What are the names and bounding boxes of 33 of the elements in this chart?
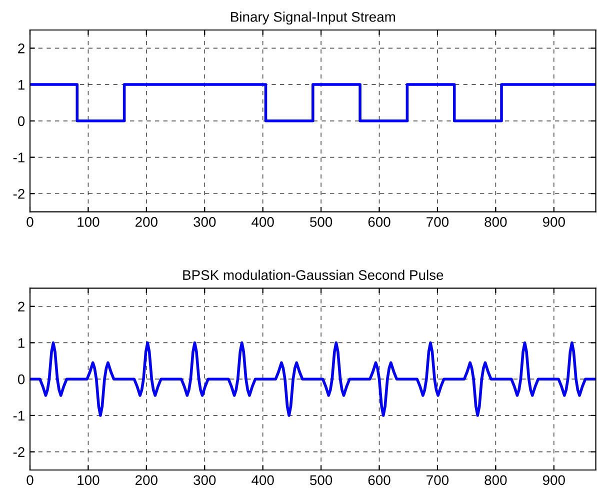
x-tick-label: 100 <box>78 217 100 227</box>
x-tick-label: 900 <box>542 217 565 227</box>
x-tick-label: 700 <box>426 475 449 486</box>
y-tick-label: 2 <box>18 302 24 312</box>
y-tick-label: -2 <box>13 447 24 457</box>
x-tick-label: 600 <box>368 475 390 486</box>
x-tick-label: 800 <box>484 475 507 486</box>
chart-title: Binary Signal-Input Stream <box>231 12 395 25</box>
y-tick-label: 1 <box>18 80 24 90</box>
y-tick-label: 1 <box>18 338 24 348</box>
x-tick-label: 900 <box>542 475 565 486</box>
x-tick-label: 200 <box>136 217 158 227</box>
x-tick-label: 100 <box>78 475 100 486</box>
x-tick-label: 800 <box>484 217 507 227</box>
x-tick-label: 0 <box>26 217 34 227</box>
x-tick-label: 300 <box>194 217 216 227</box>
x-tick-label: 200 <box>136 475 158 486</box>
y-tick-label: -1 <box>13 152 24 162</box>
y-tick-label: -1 <box>13 410 24 420</box>
chart-title: BPSK modulation-Gaussian Second Pulse <box>183 270 444 280</box>
y-tick-label: -2 <box>13 188 24 199</box>
line-series <box>30 341 596 417</box>
x-tick-label: 400 <box>252 217 274 227</box>
x-tick-label: 0 <box>26 475 34 486</box>
x-tick-label: 500 <box>310 217 332 227</box>
x-tick-label: 400 <box>252 475 274 486</box>
y-tick-label: 0 <box>18 116 25 126</box>
y-tick-label: 0 <box>18 374 25 384</box>
x-tick-label: 600 <box>368 217 390 227</box>
x-tick-label: 300 <box>194 475 216 486</box>
x-tick-label: 500 <box>310 475 332 486</box>
y-tick-label: 2 <box>18 44 24 54</box>
x-tick-label: 700 <box>426 217 449 227</box>
